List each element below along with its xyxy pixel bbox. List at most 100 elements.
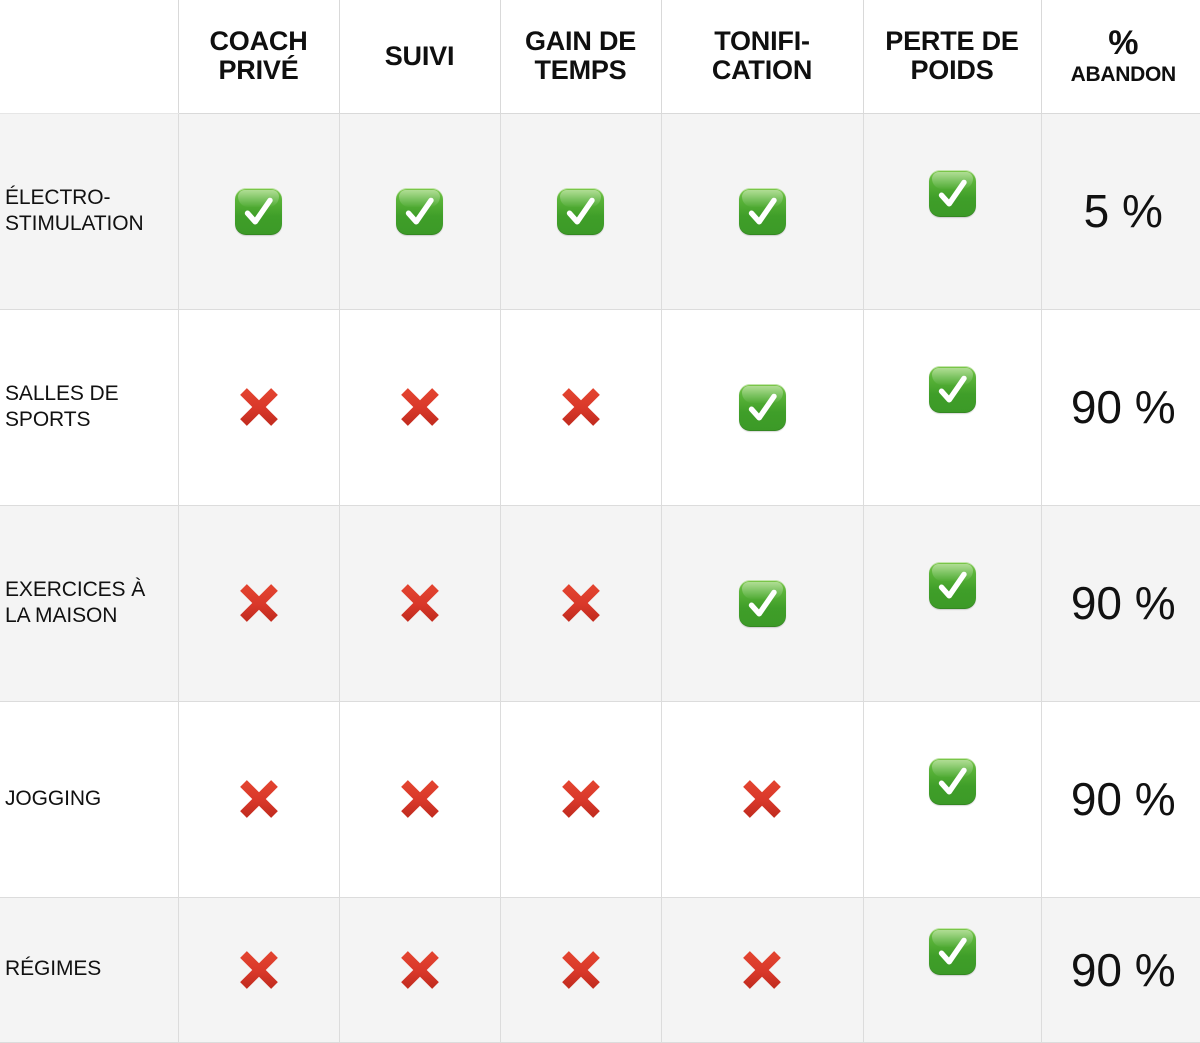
column-header-perte-de-poids: PERTE DE POIDS: [863, 0, 1042, 114]
white-heavy-check-mark-icon: [738, 579, 786, 627]
cross-mark-icon: [743, 950, 781, 989]
cross-mark-icon: [561, 950, 600, 989]
cell-mark-wrap: [501, 947, 661, 993]
cross-mark-icon: [561, 584, 600, 622]
cell-coach: [178, 505, 340, 702]
cell-tonif: [661, 113, 864, 310]
cell-mark-wrap: [179, 776, 339, 822]
cell-mark-wrap: [662, 383, 863, 431]
cell-suivi: [339, 505, 501, 702]
cell-mark-wrap: [501, 580, 661, 626]
table-row: EXERCICES À LA MAISON: [0, 505, 1200, 702]
cell-suivi: [339, 701, 501, 898]
cell-pct-abandon: 5 %: [1041, 113, 1200, 310]
white-heavy-check-mark-icon: [738, 187, 786, 235]
cross-mark-icon: [743, 780, 781, 818]
column-header-label: GAIN DE TEMPS: [524, 26, 637, 86]
cell-suivi: [339, 309, 501, 506]
row-label-cell: EXERCICES À LA MAISON: [0, 505, 179, 702]
header-corner-cell: [0, 0, 179, 114]
cell-pct-abandon: 90 %: [1041, 309, 1200, 506]
cell-mark-wrap: [179, 580, 339, 626]
cell-coach: [178, 897, 340, 1043]
header-row: COACH PRIVÉ SUIVI GAIN DE TEMPS TONIFI-C…: [0, 0, 1200, 114]
cross-mark-icon: [239, 388, 278, 426]
cell-perte: [863, 113, 1042, 310]
cell-mark-wrap: [662, 776, 863, 822]
cell-mark-wrap: [340, 187, 500, 235]
column-header-label: PERTE DE POIDS: [885, 26, 1019, 86]
cell-mark-wrap: [864, 561, 1041, 609]
cell-mark-wrap: [501, 384, 661, 430]
cell-perte: [863, 505, 1042, 702]
cross-mark-icon: [239, 950, 278, 989]
table-row: SALLES DE SPORTS: [0, 309, 1200, 506]
cell-mark-wrap: [340, 580, 500, 626]
cell-pct-abandon: 90 %: [1041, 897, 1200, 1043]
cross-mark-icon: [239, 780, 278, 818]
cell-pct-abandon: 90 %: [1041, 505, 1200, 702]
table-header: COACH PRIVÉ SUIVI GAIN DE TEMPS TONIFI-C…: [0, 0, 1200, 114]
row-label-cell: RÉGIMES: [0, 897, 179, 1043]
cell-mark-wrap: [179, 384, 339, 430]
cell-mark-wrap: [179, 187, 339, 235]
white-heavy-check-mark-icon: [557, 187, 604, 235]
cell-perte: [863, 701, 1042, 898]
cell-mark-wrap: [662, 187, 863, 235]
cross-mark-icon: [400, 950, 439, 989]
cell-perte: [863, 897, 1042, 1043]
column-header-pct-abandon: % ABANDON: [1041, 0, 1200, 114]
cell-coach: [178, 309, 340, 506]
cell-gain: [500, 505, 662, 702]
cell-gain: [500, 309, 662, 506]
table-body: ÉLECTRO-STIMULATION: [0, 113, 1200, 1043]
column-header-tonification: TONIFI-CATION: [661, 0, 864, 114]
cell-mark-wrap: [864, 365, 1041, 413]
white-heavy-check-mark-icon: [738, 383, 786, 431]
cell-coach: [178, 701, 340, 898]
row-label-cell: ÉLECTRO-STIMULATION: [0, 113, 179, 310]
cell-tonif: [661, 309, 864, 506]
white-heavy-check-mark-icon: [928, 928, 976, 975]
cell-gain: [500, 897, 662, 1043]
cell-mark-wrap: [340, 947, 500, 993]
cell-mark-wrap: [501, 776, 661, 822]
cell-pct-abandon: 90 %: [1041, 701, 1200, 898]
cross-mark-icon: [400, 388, 439, 426]
abandon-word: ABANDON: [1070, 62, 1177, 86]
row-label-cell: SALLES DE SPORTS: [0, 309, 179, 506]
cell-gain: [500, 113, 662, 310]
column-header-label: SUIVI: [384, 40, 455, 71]
cell-mark-wrap: [501, 187, 661, 235]
cell-suivi: [339, 897, 501, 1043]
cell-mark-wrap: [179, 947, 339, 993]
column-header-coach-prive: COACH PRIVÉ: [178, 0, 340, 114]
cell-tonif: [661, 505, 864, 702]
cell-mark-wrap: [340, 776, 500, 822]
cross-mark-icon: [561, 780, 600, 818]
row-label-cell: JOGGING: [0, 701, 179, 898]
cell-tonif: [661, 701, 864, 898]
white-heavy-check-mark-icon: [928, 757, 976, 805]
white-heavy-check-mark-icon: [235, 187, 282, 235]
white-heavy-check-mark-icon: [928, 561, 976, 609]
column-header-suivi: SUIVI: [339, 0, 501, 114]
cross-mark-icon: [400, 584, 439, 622]
white-heavy-check-mark-icon: [928, 169, 976, 217]
cell-mark-wrap: [864, 928, 1041, 975]
cell-coach: [178, 113, 340, 310]
table-row: JOGGING: [0, 701, 1200, 898]
cell-mark-wrap: [864, 169, 1041, 217]
cell-mark-wrap: [340, 384, 500, 430]
column-header-label: COACH PRIVÉ: [209, 26, 308, 86]
cell-tonif: [661, 897, 864, 1043]
cross-mark-icon: [400, 780, 439, 818]
pct-abandon-stack: % ABANDON: [1048, 25, 1200, 87]
cell-mark-wrap: [662, 947, 863, 993]
table-row: RÉGIMES: [0, 897, 1200, 1043]
cell-gain: [500, 701, 662, 898]
cross-mark-icon: [561, 388, 600, 426]
white-heavy-check-mark-icon: [396, 187, 443, 235]
cross-mark-icon: [239, 584, 278, 622]
